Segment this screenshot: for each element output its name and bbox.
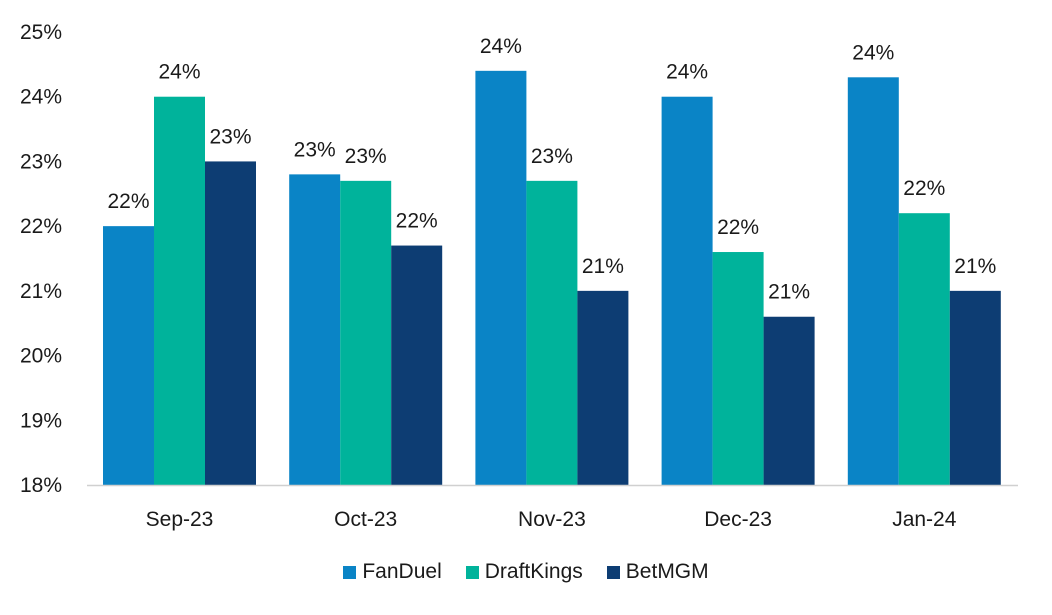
data-label: 21% — [582, 255, 624, 278]
data-label: 22% — [717, 216, 759, 239]
data-label: 22% — [107, 190, 149, 213]
data-label: 23% — [345, 145, 387, 168]
x-category-label: Sep-23 — [146, 508, 214, 531]
data-label: 21% — [954, 255, 996, 278]
bar-chart: 18% 19% 20% 21% 22% 23% 24% 25% 22% 24% 23% 23% 23%… — [20, 21, 1018, 531]
x-category-label: Jan-24 — [892, 508, 957, 531]
data-label: 21% — [768, 281, 810, 304]
bar-betmgm-oct-23 — [391, 245, 443, 485]
bar-betmgm-jan-24 — [949, 290, 1001, 485]
x-category-label: Oct-23 — [334, 508, 397, 531]
legend-item-betmgm: BetMGM — [606, 560, 709, 584]
legend-swatch — [606, 565, 620, 579]
bar-fanduel-jan-24 — [847, 77, 899, 486]
legend-label: FanDuel — [362, 560, 442, 583]
bar-draftkings-jan-24 — [898, 213, 950, 485]
y-tick-label: 22% — [20, 215, 62, 238]
legend-item-fanduel: FanDuel — [343, 560, 442, 584]
y-tick-label: 20% — [20, 345, 62, 368]
data-label: 22% — [903, 177, 945, 200]
bar-fanduel-sep-23 — [103, 226, 154, 485]
x-category-label: Dec-23 — [704, 508, 772, 531]
data-label: 24% — [480, 35, 522, 58]
y-axis: 18% 19% 20% 21% 22% 23% 24% 25% — [20, 21, 62, 497]
y-tick-label: 25% — [20, 21, 62, 44]
data-label: 24% — [666, 61, 708, 84]
bar-fanduel-nov-23 — [475, 70, 527, 485]
y-tick-label: 24% — [20, 86, 62, 109]
bar-draftkings-sep-23 — [154, 96, 205, 485]
y-tick-label: 23% — [20, 150, 62, 173]
legend-label: DraftKings — [484, 560, 583, 583]
legend-swatch — [343, 565, 357, 579]
y-tick-label: 18% — [20, 474, 62, 497]
bar-draftkings-dec-23 — [712, 252, 764, 485]
y-tick-label: 19% — [20, 409, 62, 432]
x-category-label: Nov-23 — [518, 508, 586, 531]
bars-group — [103, 70, 1001, 486]
bar-draftkings-oct-23 — [340, 180, 392, 486]
bar-draftkings-nov-23 — [526, 180, 578, 486]
data-label: 23% — [531, 145, 573, 168]
y-tick-label: 21% — [20, 280, 62, 303]
data-label: 22% — [396, 210, 438, 233]
data-label: 23% — [294, 138, 336, 161]
legend-swatch — [465, 565, 479, 579]
legend: FanDuel DraftKings BetMGM — [0, 560, 1052, 584]
bar-betmgm-dec-23 — [763, 316, 815, 485]
data-labels-group: 22% 24% 23% 23% 23% 22% 24% 23% 21% 24% 22% 21% 24% 2… — [107, 35, 996, 304]
bar-fanduel-oct-23 — [289, 174, 341, 485]
bar-fanduel-dec-23 — [661, 96, 713, 485]
x-axis: Sep-23 Oct-23 Nov-23 Dec-23 Jan-24 — [146, 508, 957, 531]
legend-label: BetMGM — [625, 560, 709, 583]
data-label: 23% — [209, 125, 251, 148]
bar-betmgm-nov-23 — [577, 290, 629, 485]
data-label: 24% — [852, 41, 894, 64]
legend-item-draftkings: DraftKings — [465, 560, 583, 584]
data-label: 24% — [158, 61, 200, 84]
bar-betmgm-sep-23 — [205, 161, 256, 485]
